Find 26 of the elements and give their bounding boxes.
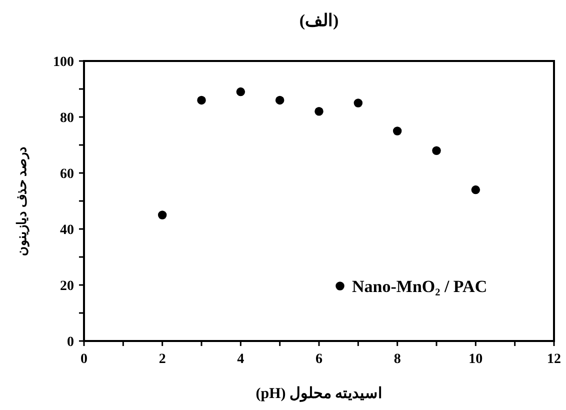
x-tick-label: 8 [394,352,401,367]
y-tick-label: 100 [53,55,74,70]
point [197,96,206,105]
x-axis-title: اسیدیته محلول (pH) [256,386,382,402]
x-tick-label: 10 [468,352,483,367]
point [275,96,284,105]
y-tick-label: 80 [60,111,74,126]
point [236,87,246,96]
y-tick-label: 20 [60,279,74,294]
legend-label: Nano-MnO₂ / PAC [352,277,488,296]
y-tick-label: 0 [67,335,74,350]
point [471,185,480,194]
x-tick-label: 2 [158,352,166,367]
x-tick-label: 12 [547,352,561,367]
point [314,107,324,116]
y-tick-label: 40 [60,223,74,238]
point [432,146,441,155]
point [354,98,363,108]
point [392,126,402,136]
x-tick-label: 0 [80,352,88,367]
point [158,210,167,220]
y-axis-title: درصد حذف دیازینون [14,146,30,256]
y-tick-label: 60 [60,167,74,182]
x-tick-label: 4 [237,352,244,367]
x-tick-label: 6 [316,352,322,367]
chart-title: (الف) [299,11,339,30]
